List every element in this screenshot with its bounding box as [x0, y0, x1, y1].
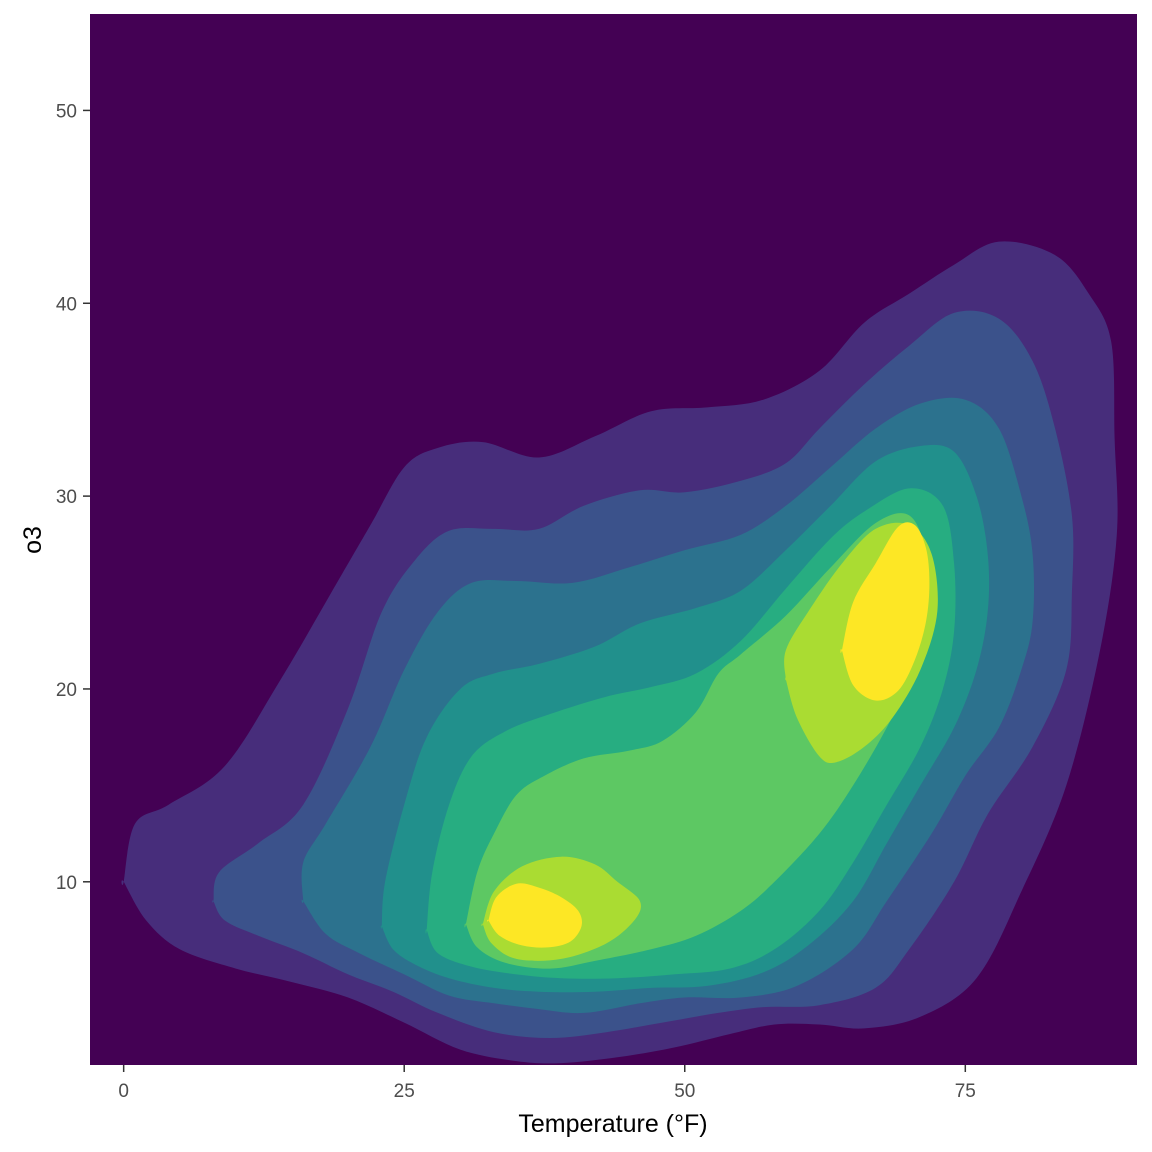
- y-tick-label: 30: [56, 487, 77, 508]
- x-tick-label: 25: [394, 1081, 415, 1102]
- x-tick-label: 0: [118, 1081, 129, 1102]
- x-tick-label: 75: [955, 1081, 976, 1102]
- y-tick-label: 40: [56, 294, 77, 315]
- x-axis: 0 25 50 75: [118, 1065, 976, 1102]
- y-axis-title: o3: [19, 526, 47, 554]
- contour-bands: [121, 241, 1118, 1064]
- y-tick-label: 10: [56, 873, 77, 894]
- x-tick-label: 50: [674, 1081, 695, 1102]
- contour-band-8-2: [840, 522, 930, 701]
- y-tick-label: 20: [56, 680, 77, 701]
- y-tick-label: 50: [56, 101, 77, 122]
- y-axis: 10 20 30 40 50: [56, 101, 90, 894]
- contour-band-8-1: [487, 883, 582, 948]
- x-axis-title: Temperature (°F): [518, 1110, 707, 1138]
